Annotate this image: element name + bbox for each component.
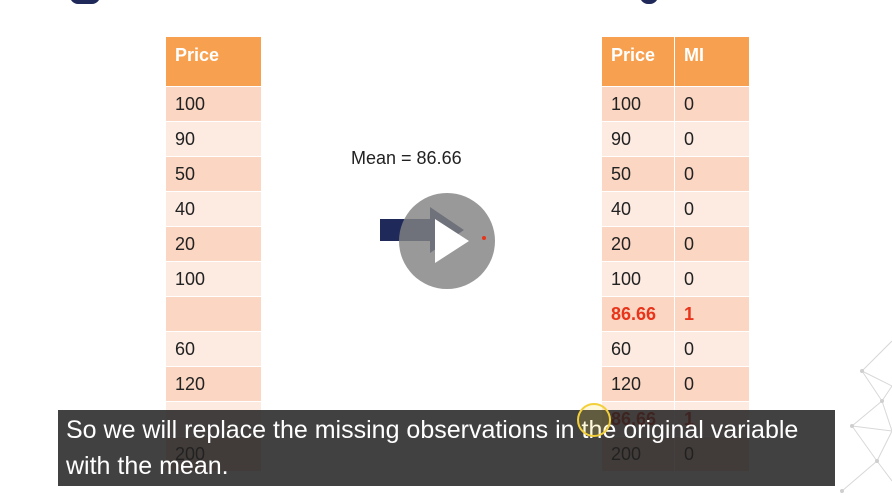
mean-label: Mean = 86.66 [351, 148, 462, 168]
left-price-cell: 100 [165, 86, 262, 122]
pointer-dot [482, 236, 486, 240]
right-price-cell: 60 [601, 331, 675, 367]
right-mi-cell: 1 [674, 296, 750, 332]
right-mi-cell: 0 [674, 366, 750, 402]
table-row: 120 0 [601, 366, 750, 402]
right-price-cell: 40 [601, 191, 675, 227]
right-mi-cell: 0 [674, 191, 750, 227]
table-row: 40 0 [601, 191, 750, 227]
table-row: 100 0 [601, 261, 750, 297]
left-price-cell: 20 [165, 226, 262, 262]
left-table-body: 1009050402010060120200 [165, 86, 262, 472]
left-price-cell: 120 [165, 366, 262, 402]
right-price-mi-table: Price MI 100 0 90 0 50 0 40 0 20 0 100 0 86.66 1 60 0 12… [601, 36, 750, 472]
table-row: 120 [165, 366, 262, 402]
right-header-mi: MI [674, 36, 750, 87]
table-row: 40 [165, 191, 262, 227]
play-button[interactable] [399, 193, 495, 289]
right-mi-cell: 0 [674, 226, 750, 262]
left-header-price: Price [165, 36, 262, 87]
table-row: 50 0 [601, 156, 750, 192]
right-price-cell: 86.66 [601, 296, 675, 332]
right-price-cell: 100 [601, 86, 675, 122]
title-fragment [640, 0, 658, 4]
right-price-cell: 120 [601, 366, 675, 402]
right-mi-cell: 0 [674, 86, 750, 122]
right-header-price: Price [601, 36, 675, 87]
right-price-cell: 100 [601, 261, 675, 297]
left-price-cell: 100 [165, 261, 262, 297]
right-price-cell: 90 [601, 121, 675, 157]
right-mi-cell: 0 [674, 156, 750, 192]
subtitle-caption: So we will replace the missing observati… [58, 410, 835, 486]
network-decoration [840, 340, 892, 493]
left-price-table: Price 1009050402010060120200 [165, 36, 262, 472]
right-mi-cell: 0 [674, 261, 750, 297]
right-price-cell: 20 [601, 226, 675, 262]
title-fragment [70, 0, 100, 4]
table-row: 100 [165, 261, 262, 297]
right-mi-cell: 0 [674, 331, 750, 367]
caption-line-1: So we will replace the missing observati… [66, 416, 799, 444]
right-mi-cell: 0 [674, 121, 750, 157]
table-row: 100 0 [601, 86, 750, 122]
table-row: 90 0 [601, 121, 750, 157]
left-price-cell: 90 [165, 121, 262, 157]
left-price-cell: 50 [165, 156, 262, 192]
right-price-cell: 50 [601, 156, 675, 192]
caption-line-2: with the mean. [66, 452, 229, 480]
table-row: 60 0 [601, 331, 750, 367]
table-row: 20 [165, 226, 262, 262]
table-row: 100 [165, 86, 262, 122]
play-icon [435, 219, 469, 263]
mouse-cursor-highlight [577, 403, 611, 437]
table-row [165, 296, 262, 332]
left-price-cell: 40 [165, 191, 262, 227]
top-title-strip [0, 0, 892, 6]
table-row: 90 [165, 121, 262, 157]
table-row: 60 [165, 331, 262, 367]
left-price-cell: 60 [165, 331, 262, 367]
table-row: 50 [165, 156, 262, 192]
left-price-cell [165, 296, 262, 332]
